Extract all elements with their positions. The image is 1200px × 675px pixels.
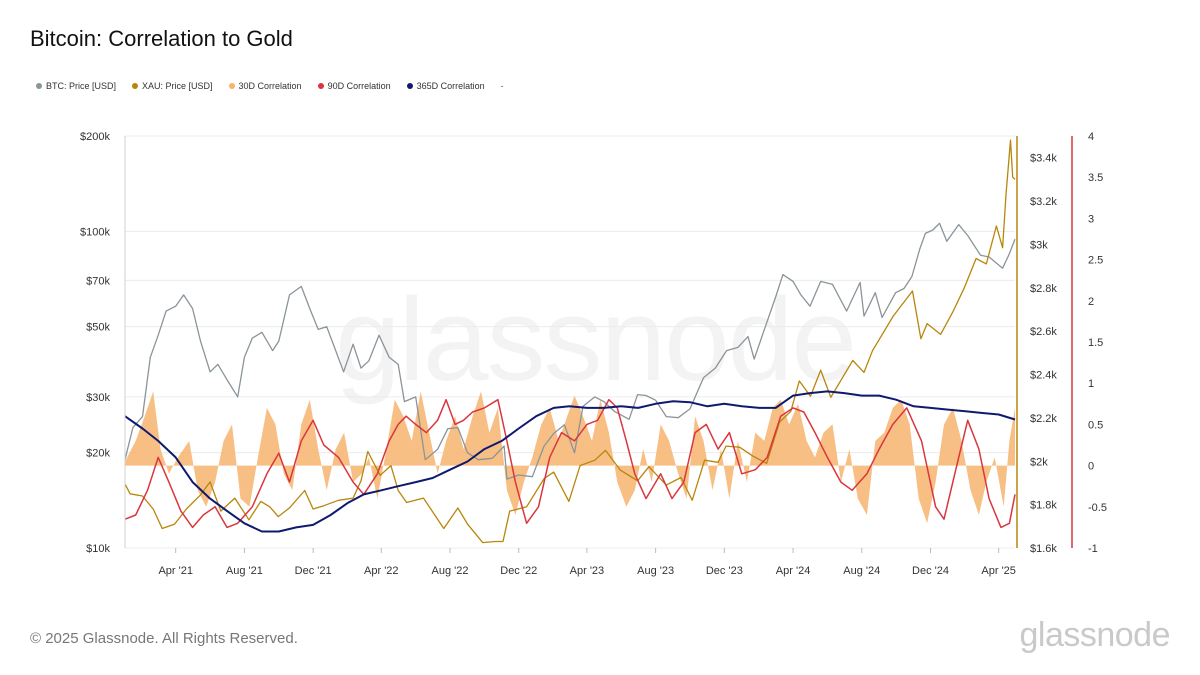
legend-item-0[interactable]: BTC: Price [USD] [36,81,116,91]
legend-label: BTC: Price [USD] [46,81,117,91]
gold-axis-tick-label-5: $2.6k [1030,326,1057,338]
btc-axis-tick-label-4: $70k [86,275,110,287]
correlation-axis-tick-label-0: -1 [1088,543,1098,555]
series-365d-correlation-line [124,390,1016,533]
correlation-axis-tick-label-8: 3 [1088,213,1094,225]
gold-axis-tick-label-7: $3k [1030,239,1048,251]
x-axis-tick-label-7: Aug '23 [637,565,674,577]
series-90d-correlation-line [124,398,1016,529]
x-axis-tick-label-2: Dec '21 [295,565,332,577]
correlation-axis-tick-label-2: 0 [1088,461,1094,473]
x-axis-tick-label-3: Apr '22 [364,565,399,577]
btc-axis-tick-label-0: $10k [86,543,110,555]
btc-axis-tick-label-1: $20k [86,448,110,460]
legend-marker-icon [36,83,42,89]
brand-logo: glassnode [1019,616,1170,654]
x-axis-tick-label-4: Aug '22 [432,565,469,577]
series-xau-price-line [124,139,1016,544]
correlation-axis-tick-label-5: 1.5 [1088,337,1103,349]
chart-title: Bitcoin: Correlation to Gold [30,26,293,51]
legend-marker-icon [228,83,235,89]
gold-axis-tick-label-9: $3.4k [1030,153,1057,165]
correlation-axis-tick-label-7: 2.5 [1088,255,1103,267]
x-axis-tick-label-10: Aug '24 [843,565,880,577]
x-axis-tick-label-12: Apr '25 [981,565,1016,577]
copyright-notice: © 2025 Glassnode. All Rights Reserved. [30,630,298,647]
gold-axis-tick-label-0: $1.6k [1030,543,1057,555]
legend-marker-icon [317,83,324,89]
gold-axis-tick-label-4: $2.4k [1030,370,1057,382]
gold-axis-tick-label-6: $2.8k [1030,283,1057,295]
correlation-axis-tick-label-6: 2 [1088,296,1094,308]
btc-axis-tick-label-5: $100k [80,226,110,238]
legend-label: 90D Correlation [327,81,391,91]
legend-marker-icon [132,83,139,89]
x-axis-tick-label-0: Apr '21 [158,565,193,577]
x-axis-tick-label-11: Dec '24 [912,565,949,577]
x-axis-tick-label-1: Aug '21 [226,565,263,577]
legend-item-4[interactable]: 365D Correlation [406,81,485,91]
series-30d-correlation-area [125,391,1015,524]
x-axis-tick-label-6: Apr '23 [570,565,605,577]
legend-label: 365D Correlation [416,81,485,91]
legend-extra-marker: - [500,81,504,91]
correlation-axis-tick-label-1: -0.5 [1088,502,1107,514]
gold-axis-tick-label-1: $1.8k [1030,500,1057,512]
legend-item-1[interactable]: XAU: Price [USD] [132,81,213,91]
legend-item-2[interactable]: 30D Correlation [228,81,302,91]
gold-axis-tick-label-3: $2.2k [1030,413,1057,425]
correlation-axis-tick-label-4: 1 [1088,378,1094,390]
gold-axis-tick-label-8: $3.2k [1030,196,1057,208]
btc-axis-tick-label-3: $50k [86,322,110,334]
series-btc-price-line [124,222,1016,480]
legend-label: 30D Correlation [238,81,302,91]
legend-marker-icon [406,83,413,89]
correlation-axis-tick-label-10: 4 [1088,131,1094,143]
legend-item-3[interactable]: 90D Correlation [317,81,391,91]
chart-legend: BTC: Price [USD] XAU: Price [USD] 30D Corr… [36,81,504,91]
gold-axis-tick-label-2: $2k [1030,456,1048,468]
correlation-axis-tick-label-3: 0.5 [1088,419,1103,431]
x-axis-tick-label-8: Dec '23 [706,565,743,577]
x-axis-tick-label-9: Apr '24 [776,565,811,577]
x-axis-tick-label-5: Dec '22 [500,565,537,577]
btc-axis-tick-label-2: $30k [86,392,110,404]
legend-label: XAU: Price [USD] [142,81,213,91]
btc-axis-tick-label-6: $200k [80,131,110,143]
correlation-axis-tick-label-9: 3.5 [1088,172,1103,184]
